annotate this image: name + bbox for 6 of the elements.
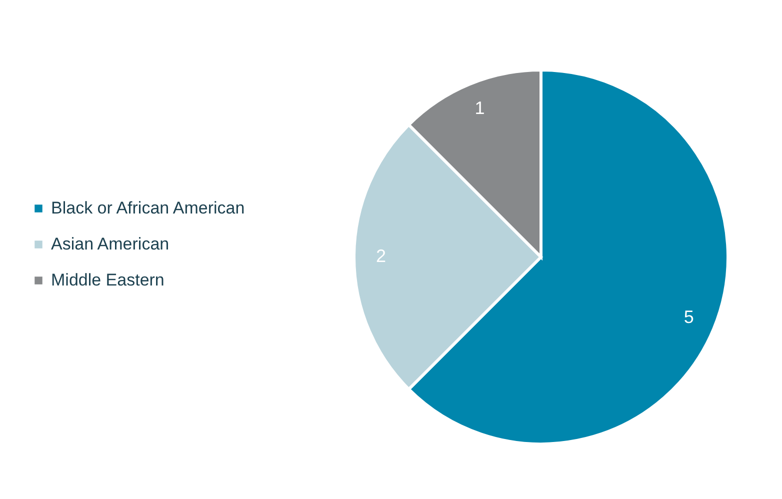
data-label: 2 [376, 246, 386, 266]
data-label: 1 [474, 98, 485, 118]
data-label: 5 [684, 307, 694, 328]
legend-label: Middle Eastern [51, 270, 164, 290]
legend-label: Asian American [51, 234, 170, 254]
legend-label: Black or African American [51, 198, 245, 218]
